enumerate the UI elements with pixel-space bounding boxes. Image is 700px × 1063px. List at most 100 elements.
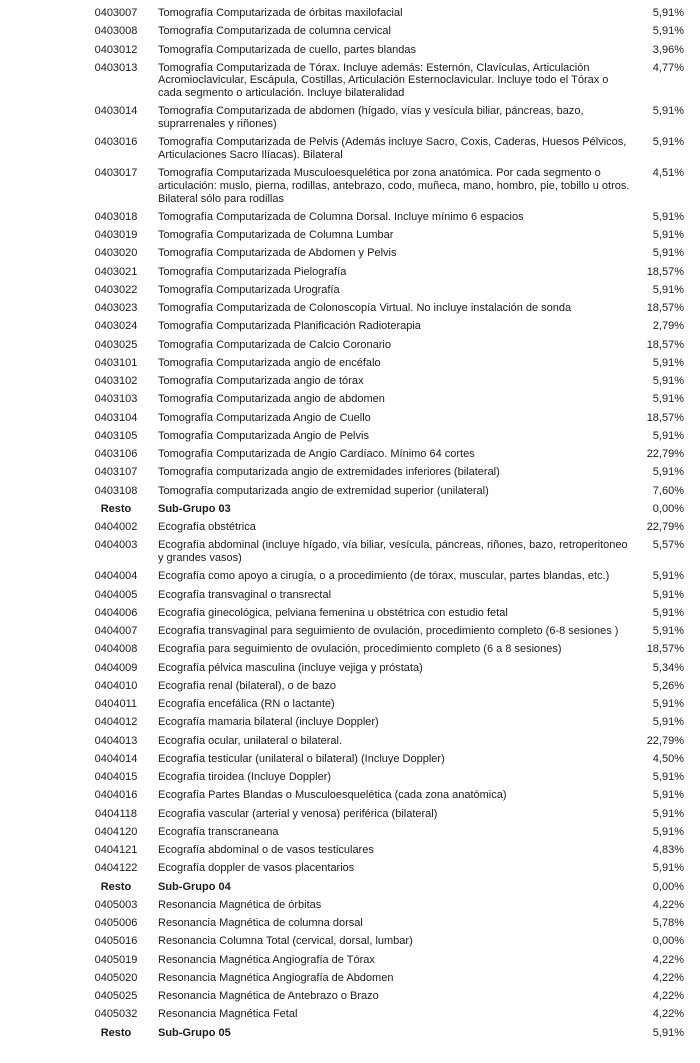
table-row: 0403025 Tomografía Computarizada de Calc… [88, 339, 684, 352]
procedure-percentage: 7,60% [652, 484, 684, 497]
procedure-description: Tomografía Computarizada Urografía [158, 283, 340, 296]
procedure-code: 0403104 [94, 411, 138, 424]
procedure-code: 0404009 [94, 661, 138, 674]
procedure-code: 0405032 [94, 1008, 138, 1021]
table-row: 0403023 Tomografía Computarizada de Colo… [88, 302, 684, 315]
procedure-description: Ecografía mamaria bilateral (incluye Dop… [158, 716, 379, 729]
procedure-percentage: 5,91% [652, 210, 684, 223]
procedure-percentage: 4,51% [652, 167, 684, 180]
procedure-percentage: 4,22% [652, 990, 684, 1003]
procedure-code: 0403101 [94, 356, 138, 369]
table-row: 0404006 Ecografía ginecológica, pelviana… [88, 607, 684, 620]
procedure-code: 0403025 [94, 338, 138, 351]
table-row: 0403017 Tomografía Computarizada Musculo… [88, 167, 684, 205]
procedure-percentage: 5,91% [652, 807, 684, 820]
procedure-description: Tomografía Computarizada de columna cerv… [158, 25, 391, 38]
table-row: 0403024 Tomografía Computarizada Planifi… [88, 320, 684, 333]
procedure-percentage: 5,91% [652, 588, 684, 601]
table-row: 0405025 Resonancia Magnética de Antebraz… [88, 990, 684, 1003]
procedure-code: 0403008 [94, 25, 138, 38]
procedure-code: 0404012 [94, 716, 138, 729]
procedure-description: Ecografía para seguimiento de ovulación,… [158, 643, 562, 656]
procedure-code: 0403017 [94, 167, 138, 180]
table-row: 0403102 Tomografía Computarizada angio d… [88, 375, 684, 388]
procedure-percentage: 5,91% [652, 698, 684, 711]
procedure-code: 0405020 [94, 971, 138, 984]
procedure-code: 0403108 [94, 484, 138, 497]
procedure-percentage: 4,22% [652, 953, 684, 966]
procedure-code: 0405006 [94, 917, 138, 930]
table-row: 0403021 Tomografía Computarizada Pielogr… [88, 266, 684, 279]
table-row: 0403106 Tomografía Computarizada de Angi… [88, 448, 684, 461]
table-row: 0403103 Tomografía Computarizada angio d… [88, 393, 684, 406]
table-row: 0405019 Resonancia Magnética Angiografía… [88, 954, 684, 967]
procedure-description: Tomografía Computarizada Planificación R… [158, 320, 421, 333]
procedure-code: 0403107 [94, 466, 138, 479]
procedure-description: Tomografía Computarizada de Colonoscopía… [158, 302, 572, 315]
procedure-code: 0403024 [94, 320, 138, 333]
procedure-description: Resonancia Columna Total (cervical, dors… [158, 935, 413, 948]
procedure-code: 0404010 [94, 679, 138, 692]
procedure-code: 0403105 [94, 429, 138, 442]
table-row: 0404014 Ecografía testicular (unilateral… [88, 753, 684, 766]
procedure-percentage: 5,26% [652, 679, 684, 692]
procedure-description: Resonancia Magnética de Antebrazo o Braz… [158, 990, 379, 1003]
procedure-description: Ecografía transcraneana [158, 825, 279, 838]
procedure-percentage: 5,91% [652, 771, 684, 784]
table-row: 0404008 Ecografía para seguimiento de ov… [88, 643, 684, 656]
procedure-description: Sub-Grupo 04 [158, 880, 231, 893]
table-row: 0404007 Ecografía transvaginal para segu… [88, 625, 684, 638]
procedure-description: Tomografía Computarizada Pielografía [158, 265, 347, 278]
procedure-code: 0404008 [94, 643, 138, 656]
procedure-code: 0404016 [94, 789, 138, 802]
procedure-percentage: 4,50% [652, 752, 684, 765]
procedure-code: 0405025 [94, 990, 138, 1003]
procedure-percentage: 5,91% [652, 570, 684, 583]
procedure-percentage: 5,91% [652, 466, 684, 479]
procedure-code: 0404122 [94, 862, 138, 875]
procedure-code: 0403023 [94, 302, 138, 315]
procedure-percentage: 18,57% [646, 643, 684, 656]
procedure-description: Tomografía Computarizada de Tórax. Inclu… [158, 61, 609, 100]
table-row: 0404009 Ecografía pélvica masculina (inc… [88, 662, 684, 675]
procedure-percentage: 5,91% [652, 716, 684, 729]
procedure-description: Tomografía Computarizada Musculoesquelét… [158, 167, 630, 205]
table-row: 0403105 Tomografía Computarizada Angio d… [88, 430, 684, 443]
table-row: 0403016 Tomografía Computarizada de Pelv… [88, 136, 684, 161]
table-row: 0403013 Tomografía Computarizada de Tóra… [88, 62, 684, 100]
table-row: 0404003 Ecografía abdominal (incluye híg… [88, 539, 684, 564]
table-row: 0403108 Tomografía computarizada angio d… [88, 485, 684, 498]
table-row: Resto Sub-Grupo 05 5,91% [88, 1027, 684, 1040]
procedure-percentage: 0,00% [652, 935, 684, 948]
procedure-description: Tomografía Computarizada de Columna Lumb… [158, 229, 394, 242]
procedure-description: Ecografía ginecológica, pelviana femenin… [158, 606, 508, 619]
procedure-percentage: 22,79% [646, 734, 684, 747]
procedure-code: 0405016 [94, 935, 138, 948]
procedure-percentage: 5,91% [652, 393, 684, 406]
procedure-description: Tomografía Computarizada de órbitas maxi… [158, 7, 403, 19]
procedure-percentage: 5,57% [652, 539, 684, 552]
procedure-code: 0403016 [94, 136, 138, 149]
procedure-code: 0403021 [94, 265, 138, 278]
table-row: 0404005 Ecografía transvaginal o transre… [88, 589, 684, 602]
procedure-percentage: 5,91% [652, 429, 684, 442]
procedure-description: Tomografía Computarizada de Pelvis (Adem… [158, 136, 627, 162]
procedure-code: Resto [100, 502, 132, 515]
table-row: 0403007 Tomografía Computarizada de órbi… [88, 7, 684, 20]
procedure-code: 0405003 [94, 898, 138, 911]
procedure-percentage: 18,57% [646, 265, 684, 278]
procedure-description: Ecografía como apoyo a cirugía, o a proc… [158, 570, 610, 583]
table-row: 0404015 Ecografía tiroidea (Incluye Dopp… [88, 771, 684, 784]
procedure-code: 0404004 [94, 570, 138, 583]
procedure-code: 0404011 [94, 698, 137, 711]
procedure-percentage: 4,22% [652, 898, 684, 911]
procedure-description: Resonancia Magnética Angiografía de Tóra… [158, 953, 375, 966]
procedure-percentage: 5,91% [652, 7, 684, 19]
procedure-description: Sub-Grupo 05 [158, 1026, 231, 1039]
table-row: 0405006 Resonancia Magnética de columna … [88, 917, 684, 930]
procedure-percentage: 5,34% [652, 661, 684, 674]
table-row: 0404002 Ecografía obstétrica 22,79% [88, 521, 684, 534]
procedure-code: 0404014 [94, 752, 138, 765]
procedure-description: Tomografía computarizada angio de extrem… [158, 484, 489, 497]
table-row: Resto Sub-Grupo 03 0,00% [88, 503, 684, 516]
